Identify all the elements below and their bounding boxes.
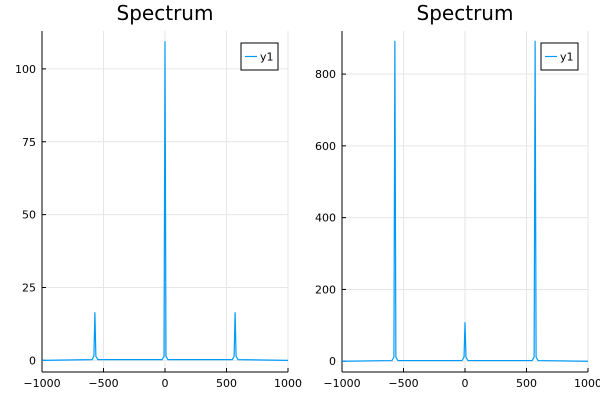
- right-y-tick-label: 800: [315, 68, 336, 81]
- right-legend-label: y1: [560, 51, 574, 64]
- right-plot-area: −1000 −500 0 500 1000 0 200 400 600 800 y1: [315, 31, 600, 390]
- right-y-tick-label: 600: [315, 140, 336, 153]
- left-series-line: [41, 41, 289, 361]
- left-y-tick-label: 75: [22, 136, 36, 149]
- right-x-tick-label: −1000: [323, 377, 360, 390]
- left-x-tick-label: 0: [162, 377, 169, 390]
- left-x-tick-label: −500: [88, 377, 118, 390]
- right-series-line: [341, 40, 589, 362]
- left-plot-area: −1000 −500 0 500 1000 0 25 50 75 100 y1: [15, 31, 302, 390]
- right-y-tick-label: 200: [315, 283, 336, 296]
- right-x-tick-label: 500: [516, 377, 537, 390]
- right-x-tick-label: −500: [388, 377, 418, 390]
- left-legend-label: y1: [260, 51, 274, 64]
- right-subplot: Spectrum −1000 −500 0 500 1000 0 200 400 600 800 y…: [315, 1, 600, 390]
- left-x-tick-label: −1000: [23, 377, 60, 390]
- right-chart-title: Spectrum: [417, 1, 514, 25]
- left-legend: y1: [240, 42, 279, 71]
- left-y-tick-label: 0: [29, 354, 36, 367]
- right-x-tick-label: 0: [462, 377, 469, 390]
- left-y-tick-label: 25: [22, 281, 36, 294]
- right-legend: y1: [540, 42, 579, 71]
- left-chart-title: Spectrum: [117, 1, 214, 25]
- left-y-tick-label: 50: [22, 209, 36, 222]
- right-x-tick-label: 1000: [574, 377, 600, 390]
- right-y-tick-label: 0: [329, 355, 336, 368]
- left-subplot: Spectrum −1000 −500 0 500 1000 0 25 50 75 100 y1: [15, 1, 302, 390]
- left-y-tick-label: 100: [15, 63, 36, 76]
- right-y-tick-label: 400: [315, 212, 336, 225]
- left-x-tick-label: 1000: [274, 377, 302, 390]
- left-x-tick-label: 500: [216, 377, 237, 390]
